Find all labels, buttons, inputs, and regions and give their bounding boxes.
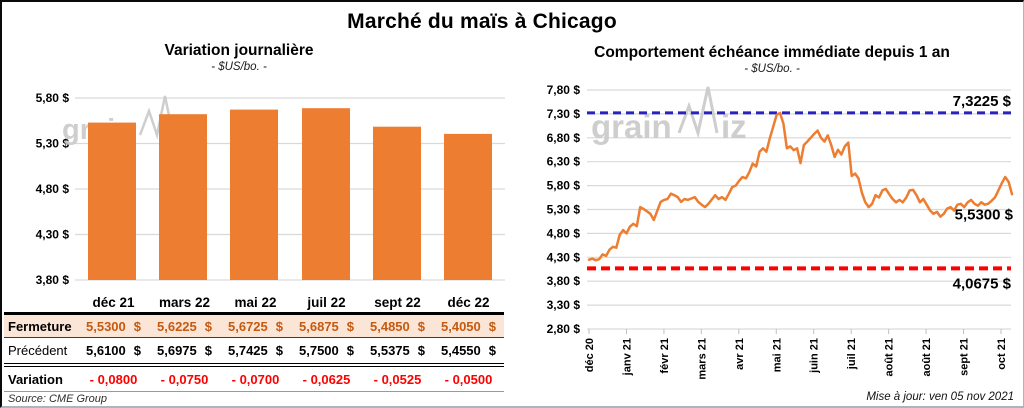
table-row-variation: Variation - 0,0800 - 0,0750 - 0,0700 - 0,062…	[4, 365, 504, 392]
value-cell: 5,6975 $	[157, 343, 212, 358]
bar-mars 22	[159, 114, 207, 280]
line-x-tick-label: janv 21	[621, 338, 633, 376]
bar-y-tick-label: 3,80 $	[36, 273, 70, 287]
line-y-tick-label: 5,30 $	[547, 203, 581, 217]
page-title: Marché du maïs à Chicago	[347, 10, 617, 33]
last-price-label: 5,5300 $	[955, 207, 1014, 224]
watermark-zigzag-icon	[677, 86, 719, 139]
month-header: mai 22	[220, 292, 291, 315]
value-cell: 5,7425 $	[228, 343, 283, 358]
row-label: Variation	[8, 371, 63, 387]
line-x-tick-label: déc 20	[584, 338, 596, 372]
bar-déc 21	[88, 122, 136, 280]
bar-chart-title: Variation journalière	[164, 42, 314, 59]
line-x-tick-label: avr 21	[734, 338, 746, 370]
row-label: Fermeture	[8, 318, 72, 334]
bar-juil 22	[302, 108, 350, 280]
bar-y-tick-label: 4,30 $	[36, 228, 70, 242]
value-cell: - 0,0625	[302, 371, 351, 387]
line-chart-subtitle: - $US/bo. -	[744, 63, 800, 75]
value-cell: 5,6100 $	[86, 343, 141, 358]
line-x-tick-label: mars 21	[696, 338, 708, 380]
bar-chart-subtitle: - $US/bo. -	[211, 61, 267, 73]
value-cell: 5,4550 $	[441, 343, 496, 358]
value-cell: - 0,0525	[373, 371, 422, 387]
bar-mai 22	[230, 109, 278, 280]
month-header: juil 22	[291, 292, 362, 315]
line-x-tick-label: sept 21	[959, 338, 971, 376]
contracts-table: déc 21 mars 22 mai 22 juil 22 sept 22 déc 22 …	[4, 292, 504, 392]
value-cell: - 0,0800	[89, 371, 138, 387]
low-line-label: 4,0675 $	[953, 275, 1012, 292]
value-cell: 5,7500 $	[299, 343, 354, 358]
contracts-table-wrap: déc 21 mars 22 mai 22 juil 22 sept 22 déc 22 …	[4, 292, 504, 392]
line-y-tick-label: 5,80 $	[547, 179, 581, 193]
value-cell: 5,4050 $	[441, 318, 496, 334]
bar-y-tick-label: 5,80 $	[36, 91, 70, 105]
contracts-table-header: déc 21 mars 22 mai 22 juil 22 sept 22 déc 22	[4, 292, 504, 315]
line-chart: 7,80 $ 7,30 $ 6,80 $ 6,30 $ 5,80 $ 5,30 $ 4,80…	[547, 83, 1014, 380]
value-cell: 5,4850 $	[370, 318, 425, 334]
line-x-tick-label: mai 21	[771, 338, 783, 372]
updated-note: Mise à jour: ven 05 nov 2021	[866, 391, 1014, 403]
month-header: mars 22	[149, 292, 220, 315]
row-label: Précédent	[8, 343, 68, 358]
line-y-tick-label: 6,80 $	[547, 131, 581, 145]
month-header: déc 21	[78, 292, 149, 315]
value-cell: - 0,0750	[160, 371, 209, 387]
price-series-line	[587, 111, 1014, 262]
line-x-tick-label: juin 21	[809, 338, 821, 374]
bar-y-tick-label: 4,80 $	[36, 182, 70, 196]
bar-sept 22	[373, 126, 421, 280]
value-cell: 5,6725 $	[228, 318, 283, 334]
line-x-tick-label: juil 21	[846, 338, 858, 370]
line-x-tick-label: oct 21	[996, 338, 1008, 370]
line-chart-title: Comportement échéance immédiate depuis 1…	[594, 44, 950, 61]
value-cell: 5,5300 $	[86, 318, 141, 334]
line-x-tick-label: févr 21	[659, 338, 671, 373]
table-row-fermeture: Fermeture 5,5300 $ 5,6225 $ 5,6725 $ 5,6875 $ 5,4…	[4, 313, 504, 338]
line-y-tick-label: 6,30 $	[547, 155, 581, 169]
high-line-label: 7,3225 $	[953, 93, 1012, 110]
line-y-tick-label: 7,80 $	[547, 83, 581, 97]
corner-cell	[4, 292, 78, 315]
value-cell: 5,5375 $	[370, 343, 425, 358]
line-y-tick-label: 7,30 $	[547, 107, 581, 121]
line-x-tick-label: août 21	[884, 338, 896, 377]
value-cell: - 0,0500	[444, 371, 493, 387]
value-cell: 5,6225 $	[157, 318, 212, 334]
line-y-tick-label: 4,30 $	[547, 250, 581, 264]
watermark-zigzag-icon	[138, 95, 175, 140]
month-header: sept 22	[362, 292, 433, 315]
line-y-tick-label: 3,30 $	[547, 298, 581, 312]
line-y-tick-label: 2,80 $	[547, 322, 581, 336]
bar-déc 22	[444, 133, 492, 280]
line-x-tick-label: août 21	[921, 338, 933, 377]
line-y-tick-label: 4,80 $	[547, 226, 581, 240]
month-header: déc 22	[433, 292, 504, 315]
bar-y-tick-label: 5,30 $	[36, 137, 70, 151]
value-cell: 5,6875 $	[299, 318, 354, 334]
source-note: Source: CME Group	[8, 393, 108, 405]
table-row-précédent: Précédent 5,6100 $ 5,6975 $ 5,7425 $ 5,7500 $ 5,5…	[4, 338, 504, 365]
value-cell: - 0,0700	[231, 371, 280, 387]
line-y-tick-label: 3,80 $	[547, 274, 581, 288]
